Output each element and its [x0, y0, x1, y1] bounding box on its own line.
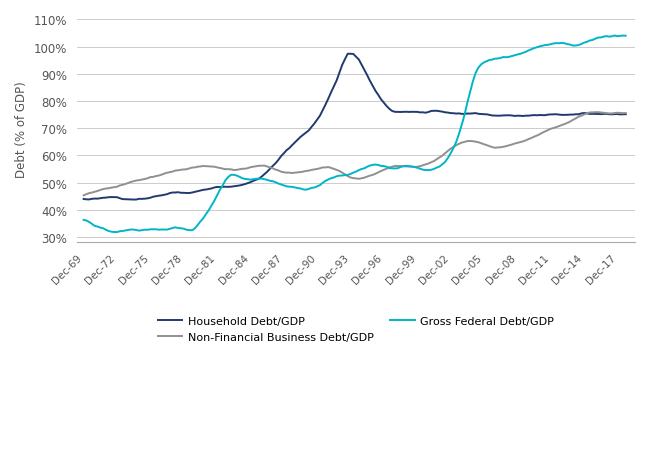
Non-Financial Business Debt/GDP	[588, 111, 596, 116]
Household Debt/GDP	[549, 112, 557, 118]
Non-Financial Business Debt/GDP	[594, 110, 602, 116]
Gross Federal Debt/GDP	[113, 230, 121, 235]
Gross Federal Debt/GDP	[592, 37, 599, 42]
Non-Financial Business Debt/GDP	[80, 193, 88, 199]
Household Debt/GDP	[344, 52, 352, 57]
Household Debt/GDP	[80, 197, 88, 202]
Gross Federal Debt/GDP	[622, 34, 630, 39]
Gross Federal Debt/GDP	[611, 34, 619, 39]
Non-Financial Business Debt/GDP	[230, 168, 238, 173]
Gross Federal Debt/GDP	[80, 217, 88, 223]
Non-Financial Business Debt/GDP	[441, 151, 449, 157]
Gross Federal Debt/GDP	[444, 156, 452, 162]
Household Debt/GDP	[447, 111, 454, 116]
Household Debt/GDP	[622, 112, 630, 118]
Non-Financial Business Debt/GDP	[622, 111, 630, 116]
Gross Federal Debt/GDP	[385, 166, 393, 172]
Line: Non-Financial Business Debt/GDP: Non-Financial Business Debt/GDP	[84, 113, 626, 196]
Non-Financial Business Debt/GDP	[383, 167, 391, 172]
Gross Federal Debt/GDP	[233, 173, 240, 179]
Line: Household Debt/GDP: Household Debt/GDP	[84, 55, 626, 200]
Line: Gross Federal Debt/GDP: Gross Federal Debt/GDP	[84, 36, 626, 233]
Y-axis label: Debt (% of GDP): Debt (% of GDP)	[15, 81, 28, 177]
Household Debt/GDP	[233, 184, 240, 189]
Household Debt/GDP	[594, 112, 602, 117]
Legend: Household Debt/GDP, Non-Financial Business Debt/GDP, Gross Federal Debt/GDP: Household Debt/GDP, Non-Financial Busine…	[153, 312, 558, 347]
Gross Federal Debt/GDP	[102, 228, 110, 233]
Household Debt/GDP	[130, 197, 138, 203]
Non-Financial Business Debt/GDP	[544, 128, 552, 134]
Household Debt/GDP	[388, 109, 396, 115]
Household Debt/GDP	[102, 196, 110, 201]
Gross Federal Debt/GDP	[547, 42, 554, 48]
Non-Financial Business Debt/GDP	[102, 187, 110, 192]
